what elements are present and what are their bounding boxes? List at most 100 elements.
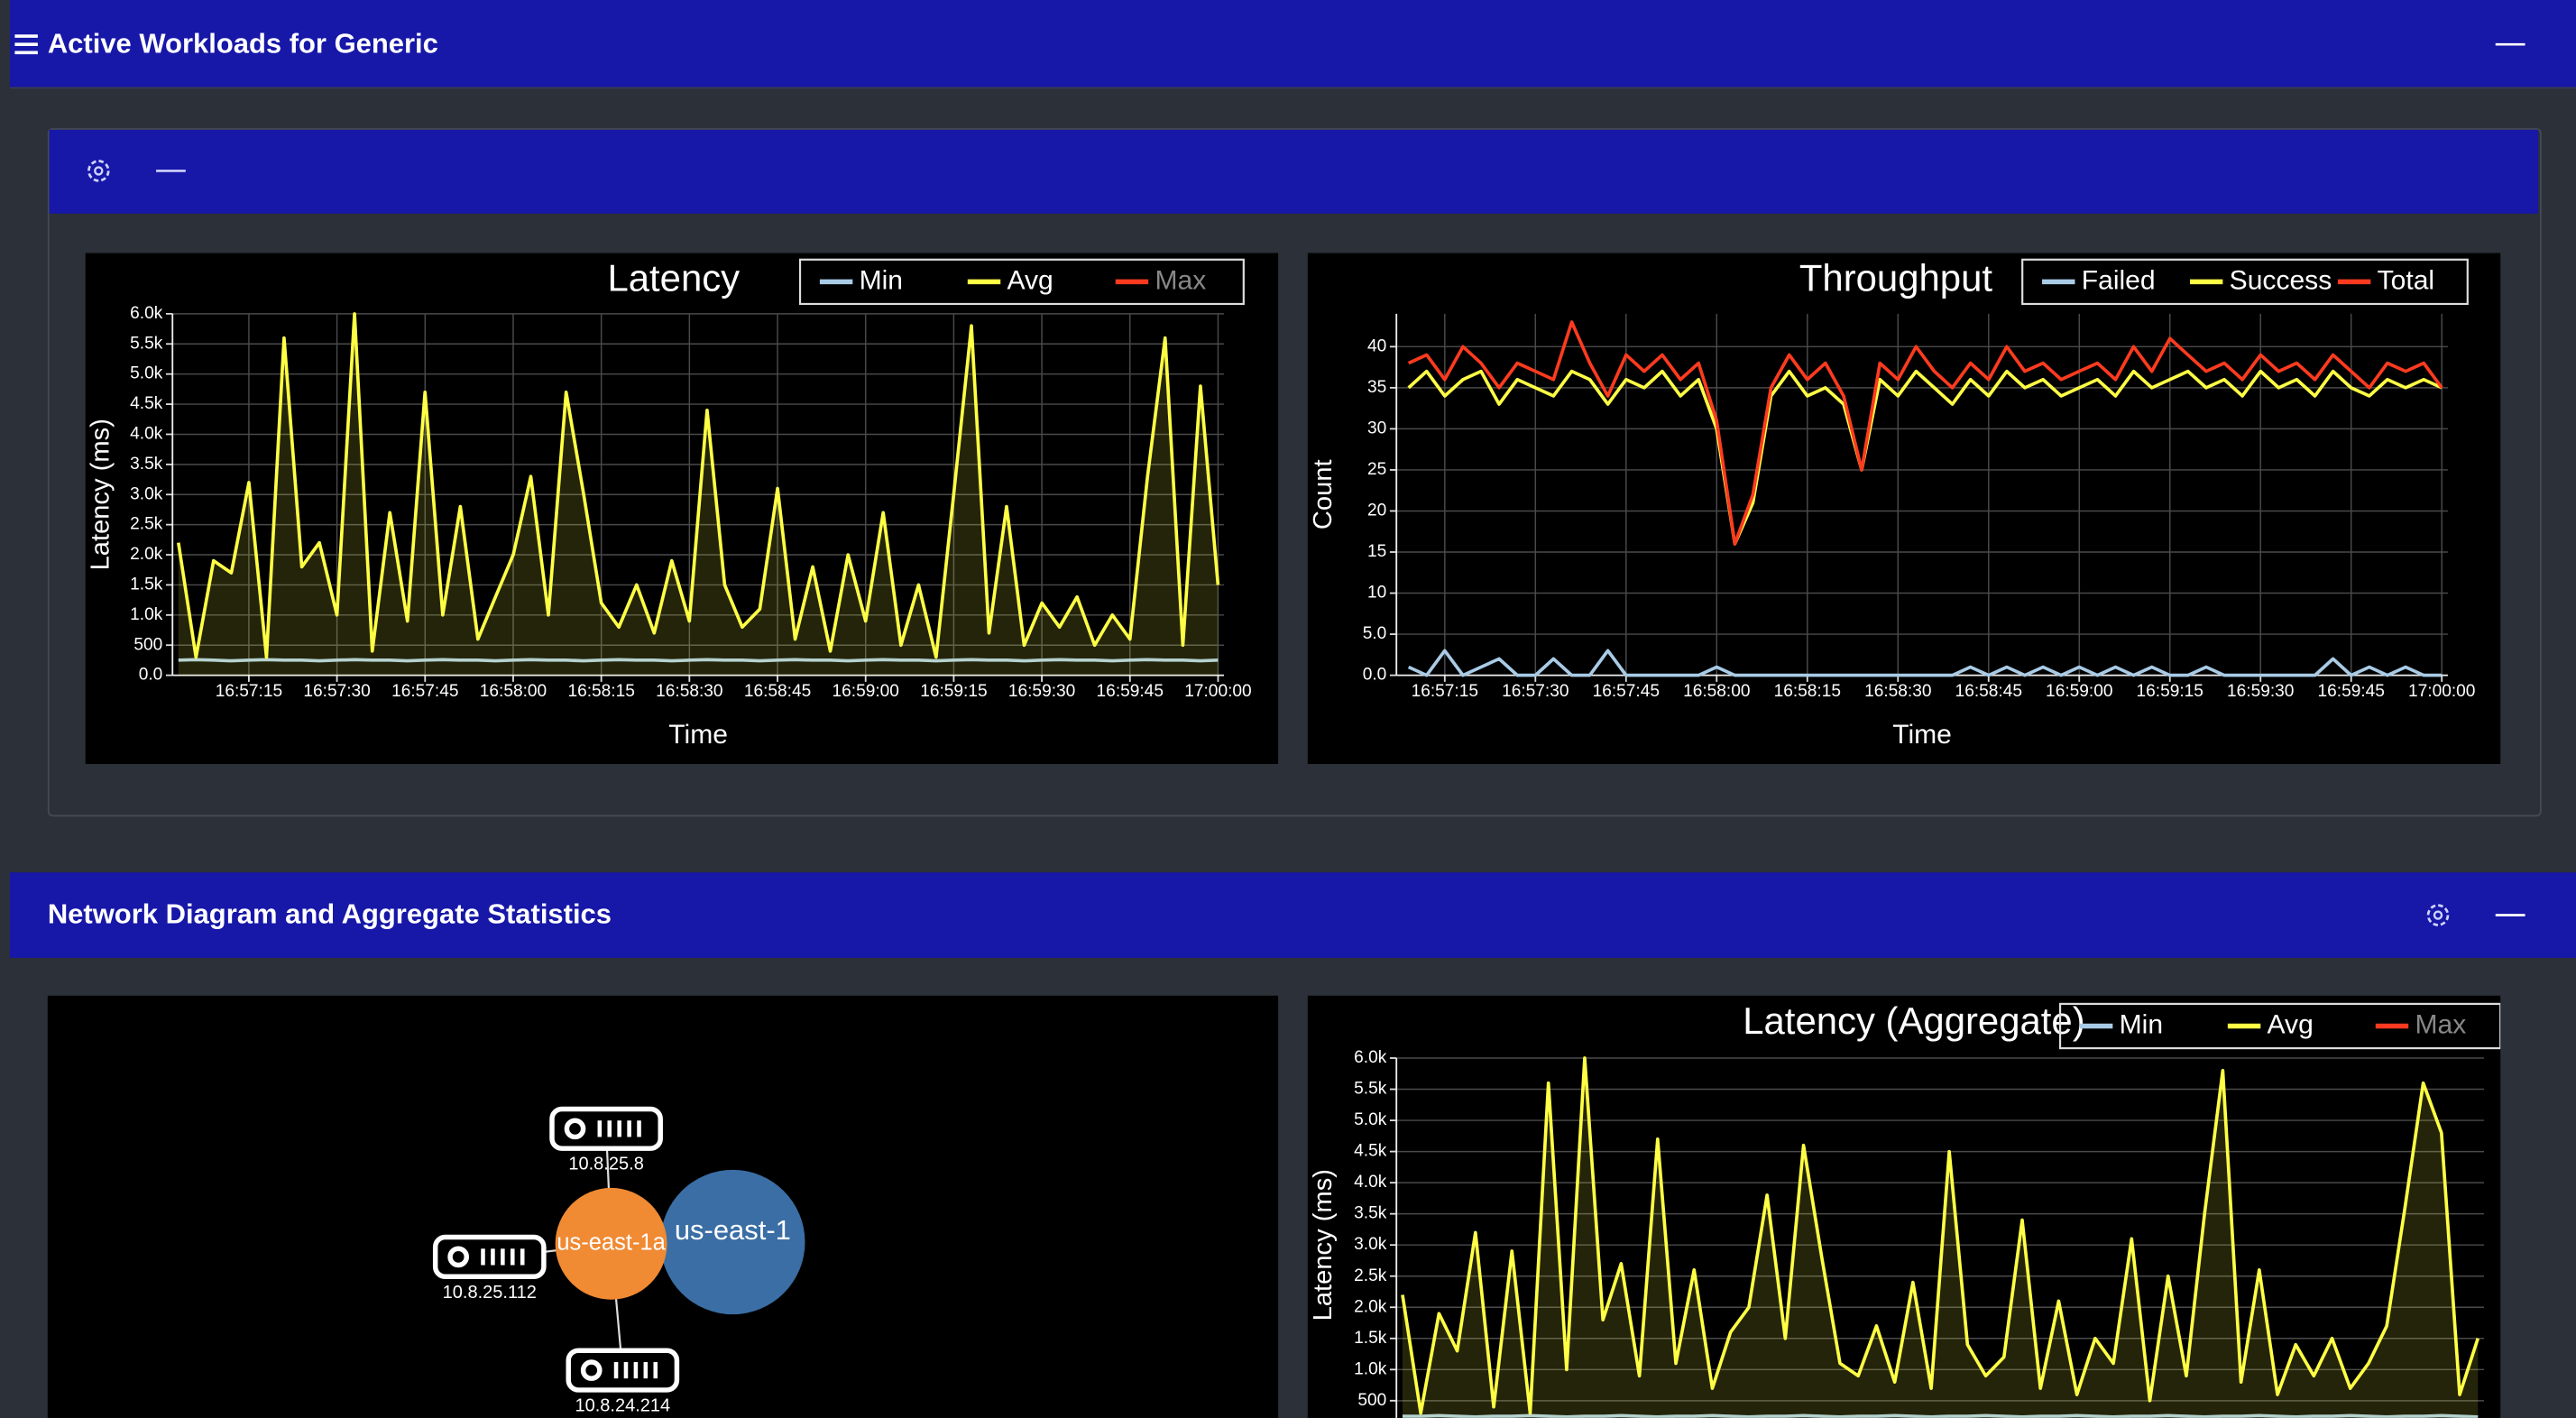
series-line [1401, 1056, 2479, 1415]
panel-header: Active Workloads for Generic [9, 0, 2576, 89]
y-tick-label: 500 [133, 635, 162, 654]
chart-title: Throughput [1799, 257, 1993, 299]
y-tick-label: 5.0k [1354, 1110, 1387, 1129]
y-tick-label: 2.5k [1354, 1266, 1387, 1285]
series-area [178, 313, 1219, 676]
series-area [1402, 1058, 2479, 1418]
y-tick-label: 5.0 [1363, 624, 1387, 643]
x-tick-label: 16:58:45 [1955, 682, 2022, 701]
y-tick-label: 30 [1367, 419, 1386, 437]
y-tick-label: 2.0k [1354, 1297, 1387, 1316]
server-label: 10.8.25.112 [443, 1283, 537, 1303]
y-tick-label: 0.0 [1363, 666, 1387, 685]
x-tick-label: 16:58:30 [1864, 682, 1931, 701]
y-tick-label: 5.5k [1354, 1080, 1387, 1099]
series-line [1407, 369, 2443, 546]
x-tick-label: 16:58:00 [480, 682, 547, 701]
series-line [177, 312, 1220, 659]
x-tick-label: 16:59:15 [920, 682, 987, 701]
legend-label: Max [1155, 265, 1206, 295]
y-tick-label: 3.5k [1354, 1204, 1387, 1223]
settings-button[interactable] [84, 156, 114, 186]
legend-label: Avg [1007, 265, 1053, 295]
region-node [660, 1169, 805, 1315]
series-line [1407, 320, 2443, 546]
y-tick-label: 25 [1367, 460, 1386, 479]
x-tick-label: 17:00:00 [2408, 682, 2475, 701]
y-tick-label: 1.0k [130, 605, 163, 624]
settings-button[interactable] [2424, 900, 2453, 930]
legend-label: Min [860, 265, 903, 295]
aggregate-latency-chart: 500 1.0k 1.5k 2.0k 2.5k 3.0k 3.5k 4.0k 4.5k 5.0k 5… [1307, 995, 2501, 1418]
x-tick-label: 16:57:30 [303, 682, 370, 701]
y-tick-label: 4.5k [130, 394, 163, 413]
x-tick-label: 16:58:15 [1774, 682, 1841, 701]
series-line [1407, 649, 2443, 677]
y-tick-label: 40 [1367, 336, 1386, 355]
y-tick-label: 500 [1357, 1391, 1386, 1410]
y-tick-label: 4.0k [130, 425, 163, 444]
x-tick-label: 16:59:00 [2046, 682, 2112, 701]
collapse-button[interactable] [2494, 32, 2526, 58]
x-tick-label: 16:57:45 [1593, 682, 1660, 701]
panel-title: Network Diagram and Aggregate Statistics [47, 898, 612, 930]
legend-label: Min [2120, 1009, 2163, 1039]
x-tick-label: 16:59:30 [2227, 682, 2294, 701]
x-tick-label: 16:57:15 [1412, 682, 1478, 701]
x-tick-label: 16:59:15 [2137, 682, 2203, 701]
y-tick-label: 15 [1367, 542, 1386, 561]
y-tick-label: 1.5k [130, 575, 163, 594]
server-light [580, 1359, 603, 1381]
x-tick-label: 16:58:00 [1683, 682, 1750, 701]
zone-node [555, 1187, 667, 1300]
collapse-button[interactable] [2494, 902, 2526, 928]
y-axis-label: Latency (ms) [1309, 1169, 1338, 1321]
chart-title: Latency [607, 257, 740, 299]
y-tick-label: 3.5k [130, 455, 163, 474]
x-tick-label: 16:57:30 [1502, 682, 1569, 701]
inner-panel [47, 128, 2542, 817]
y-tick-label: 2.5k [130, 515, 163, 534]
y-tick-label: 10 [1367, 584, 1386, 603]
x-axis-label: Time [1892, 720, 1952, 750]
y-axis-label: Count [1309, 459, 1338, 529]
inner-panel-header [49, 129, 2539, 214]
y-tick-label: 6.0k [130, 304, 163, 323]
legend-label: Total [2378, 265, 2434, 295]
x-tick-label: 16:57:45 [391, 682, 458, 701]
x-tick-label: 16:58:15 [567, 682, 634, 701]
x-tick-label: 17:00:00 [1184, 682, 1251, 701]
y-tick-label: 0.0 [139, 666, 163, 685]
server-light [564, 1118, 586, 1140]
y-tick-label: 5.0k [130, 364, 163, 383]
legend-label: Success [2230, 265, 2332, 295]
y-axis-label: Latency (ms) [87, 419, 115, 570]
legend-label: Avg [2268, 1009, 2314, 1039]
latency-chart: 0.0 500 1.0k 1.5k 2.0k 2.5k 3.0k 3.5k 4.0k 4.5k 5.… [85, 253, 1279, 764]
y-tick-label: 6.0k [1354, 1048, 1387, 1067]
y-tick-label: 3.0k [1354, 1235, 1387, 1254]
panel-title: Active Workloads for Generic [47, 27, 438, 60]
network-diagram: us-east-1 us-east-1a 10.8.25.8 10.8.25.112 1… [47, 995, 1279, 1418]
server-light [447, 1246, 470, 1268]
menu-icon[interactable] [14, 32, 40, 56]
server-label: 10.8.25.8 [568, 1155, 643, 1174]
x-tick-label: 16:58:30 [656, 682, 722, 701]
region-label: us-east-1 [675, 1214, 791, 1246]
series-line [178, 658, 1219, 663]
x-tick-label: 16:59:45 [1097, 682, 1164, 701]
y-tick-label: 3.0k [130, 484, 163, 503]
y-tick-label: 35 [1367, 378, 1386, 397]
collapse-button[interactable] [154, 158, 187, 184]
legend [2058, 1002, 2501, 1050]
x-axis-label: Time [668, 720, 728, 750]
x-tick-label: 16:58:45 [744, 682, 811, 701]
chart-title: Latency (Aggregate) [1743, 999, 2084, 1042]
y-tick-label: 20 [1367, 502, 1386, 520]
server-label: 10.8.24.214 [575, 1395, 670, 1415]
legend [2021, 258, 2469, 306]
x-tick-label: 16:57:15 [216, 682, 282, 701]
x-tick-label: 16:59:30 [1008, 682, 1075, 701]
y-tick-label: 4.5k [1354, 1142, 1387, 1161]
